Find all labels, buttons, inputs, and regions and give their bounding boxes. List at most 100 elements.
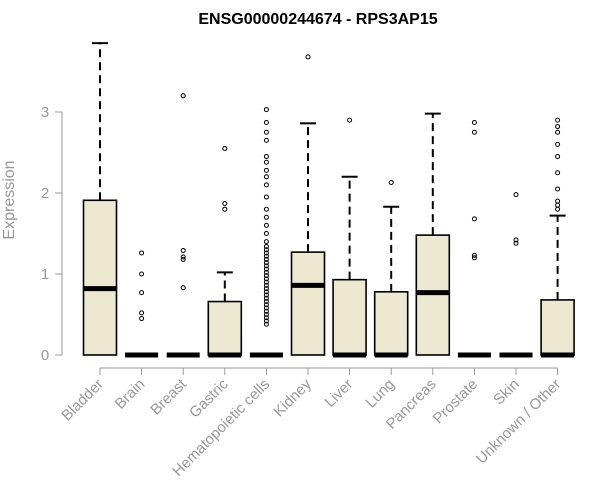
x-tick-label: Kidney [270,375,315,420]
x-tick-label: Skin [490,376,523,409]
outlier-point [555,117,561,123]
outlier-point [263,222,269,228]
outlier-point [139,316,145,322]
outlier-point [471,252,477,258]
outlier-point [555,202,561,208]
x-tick-label: Breast [147,375,190,418]
outlier-point [263,263,269,269]
box-skin [499,192,533,358]
outlier-point [555,206,561,212]
outlier-point [347,117,353,123]
outlier-point [513,240,519,246]
outlier-point [263,182,269,188]
outlier-point [388,179,394,185]
box-rect [290,251,326,356]
box-pancreas [415,112,451,356]
outlier-point [180,93,186,99]
box-rect [373,291,409,356]
outlier-point [222,145,228,151]
outlier-point [555,129,561,135]
outlier-point [263,154,269,160]
outlier-point [555,124,561,130]
y-tick-label: 3 [41,104,49,121]
box-kidney [290,54,326,356]
x-tick-label: Lung [362,376,398,412]
outlier-point [263,253,269,259]
outlier-point [263,286,269,292]
outlier-point [263,129,269,135]
outlier-point [263,273,269,279]
outlier-point [263,312,269,317]
outlier-point [305,54,311,60]
outlier-point [263,279,269,285]
box-gastric [207,145,243,358]
outlier-point [555,141,561,147]
box-rect [207,300,243,356]
outlier-point [263,214,269,220]
outlier-point [263,167,269,173]
outlier-point [471,129,477,135]
x-tick-label: Brain [112,376,149,413]
outlier-point [263,107,269,113]
outlier-point [180,248,186,254]
outlier-point [139,310,145,316]
outlier-point [263,305,269,311]
outlier-point [263,269,269,275]
outlier-point [555,198,561,204]
outlier-point [263,194,269,200]
box-hematopoietic-cells [249,107,283,358]
box-unknown-other [540,117,575,358]
outlier-point [471,120,477,126]
outlier-point [263,308,269,314]
outlier-point [263,321,269,327]
outlier-point [263,302,269,308]
outlier-point [263,266,269,272]
outlier-point [139,290,145,296]
box-liver [332,117,367,358]
chart-title: ENSG00000244674 - RPS3AP15 [198,11,437,28]
outlier-point [555,186,561,192]
box-breast [166,93,200,358]
outlier-point [263,247,269,253]
outlier-point [513,192,519,198]
outlier-point [555,154,561,160]
y-axis-label: Expression [1,160,18,239]
box-group [82,42,575,358]
outlier-point [263,260,269,266]
outlier-point [263,315,269,321]
outlier-point [555,170,561,176]
outlier-point [139,271,145,277]
x-tick-label: Liver [321,376,356,411]
outlier-point [471,255,477,261]
outlier-point [513,237,519,243]
outlier-point [180,254,186,260]
outlier-point [139,250,145,256]
outlier-point [263,282,269,288]
box-bladder [82,42,118,356]
outlier-point [263,120,269,126]
outlier-point [263,292,269,298]
outlier-point [263,206,269,212]
outlier-point [263,299,269,305]
box-rect [82,199,118,356]
outlier-point [263,159,269,165]
outlier-point [263,174,269,180]
outlier-point [263,318,269,324]
box-rect [540,299,575,356]
box-rect [332,278,367,356]
outlier-point [263,256,269,262]
y-axis: 0 1 2 3 [41,104,63,364]
y-tick-label: 1 [41,266,49,283]
box-brain [125,250,159,358]
outlier-point [263,289,269,295]
outlier-point [263,243,269,249]
outlier-point [222,201,228,207]
outlier-point [263,137,269,143]
outlier-point [263,239,269,245]
box-prostate [457,120,491,358]
outlier-point [180,285,186,291]
x-tick-label: Bladder [58,376,107,425]
outlier-point [263,276,269,282]
